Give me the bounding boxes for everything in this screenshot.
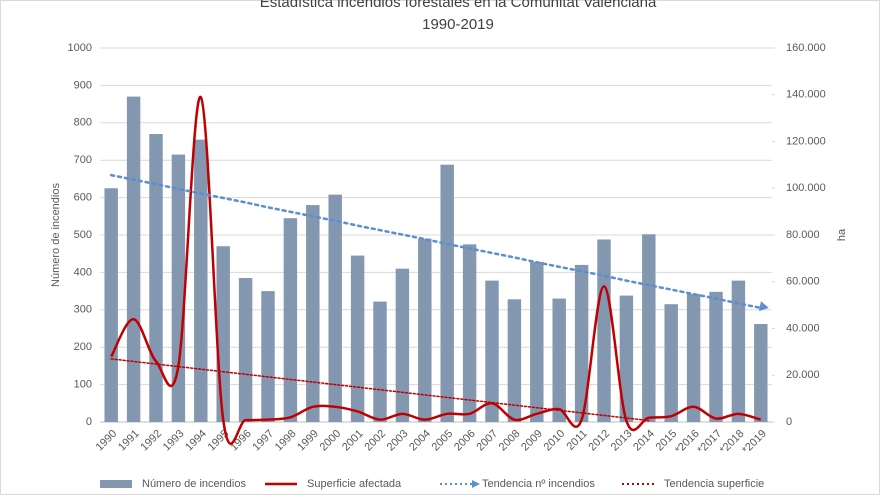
y2-tick-label: 160.000 [786,42,826,54]
y-tick-label: 0 [86,416,92,428]
bar [731,280,746,422]
legend-label: Tendencia nº incendios [482,478,595,490]
bar [283,218,298,422]
y2-tick-label: 40.000 [786,322,820,334]
bar [574,264,589,422]
bar [306,205,320,422]
y-tick-label: 600 [74,192,92,204]
bar [216,246,230,422]
y-tick-label: 500 [74,229,92,241]
bar [238,278,253,422]
y-tick-label: 300 [74,304,92,316]
y2-tick-label: 20.000 [786,369,820,381]
y-tick-label: 900 [74,79,92,91]
bar [171,154,186,422]
bar [530,261,544,422]
y-tick-label: 400 [74,266,92,278]
y-tick-label: 200 [74,341,92,353]
bar [149,134,163,422]
legend-swatch [100,480,132,488]
bar [126,96,141,423]
legend-label: Superficie afectada [307,478,402,490]
y2-tick-label: 140.000 [786,89,826,101]
bar [350,255,365,422]
y2-tick-label: 60.000 [786,276,820,288]
bar [709,291,723,422]
bar [104,188,118,422]
y2-axis-label: ha [836,228,848,241]
bar [418,238,432,422]
bar [507,299,522,422]
y-axis-label: Número de incendios [50,183,62,287]
bar [462,244,477,422]
bar [328,194,342,422]
bar [754,324,768,422]
y-tick-label: 700 [74,154,92,166]
bar [261,291,275,422]
y-tick-label: 800 [74,117,92,129]
y-tick-label: 100 [74,379,92,391]
bar [194,139,208,422]
legend-arrow [472,480,480,488]
trend-arrow [758,301,769,312]
y2-tick-label: 0 [786,416,792,428]
y2-tick-label: 100.000 [786,182,826,194]
line [110,95,762,445]
y-tick-label: 1000 [68,42,92,54]
bar [597,239,611,422]
chart-title: Estadística incendios forestales en la C… [260,0,657,11]
bar [686,294,701,422]
bar [440,164,454,423]
y2-tick-label: 120.000 [786,135,826,147]
bar [395,268,410,422]
bar [552,298,566,422]
trend-line [109,173,763,310]
y2-tick-label: 80.000 [786,229,820,241]
legend-label: Tendencia superficie [664,478,764,490]
legend-label: Número de incendios [142,478,246,490]
bar [642,234,656,422]
bar [373,301,387,422]
chart-subtitle: 1990-2019 [422,16,494,33]
trend-line [110,358,650,422]
bar [485,280,499,422]
bar [619,295,634,422]
bar [664,304,678,422]
